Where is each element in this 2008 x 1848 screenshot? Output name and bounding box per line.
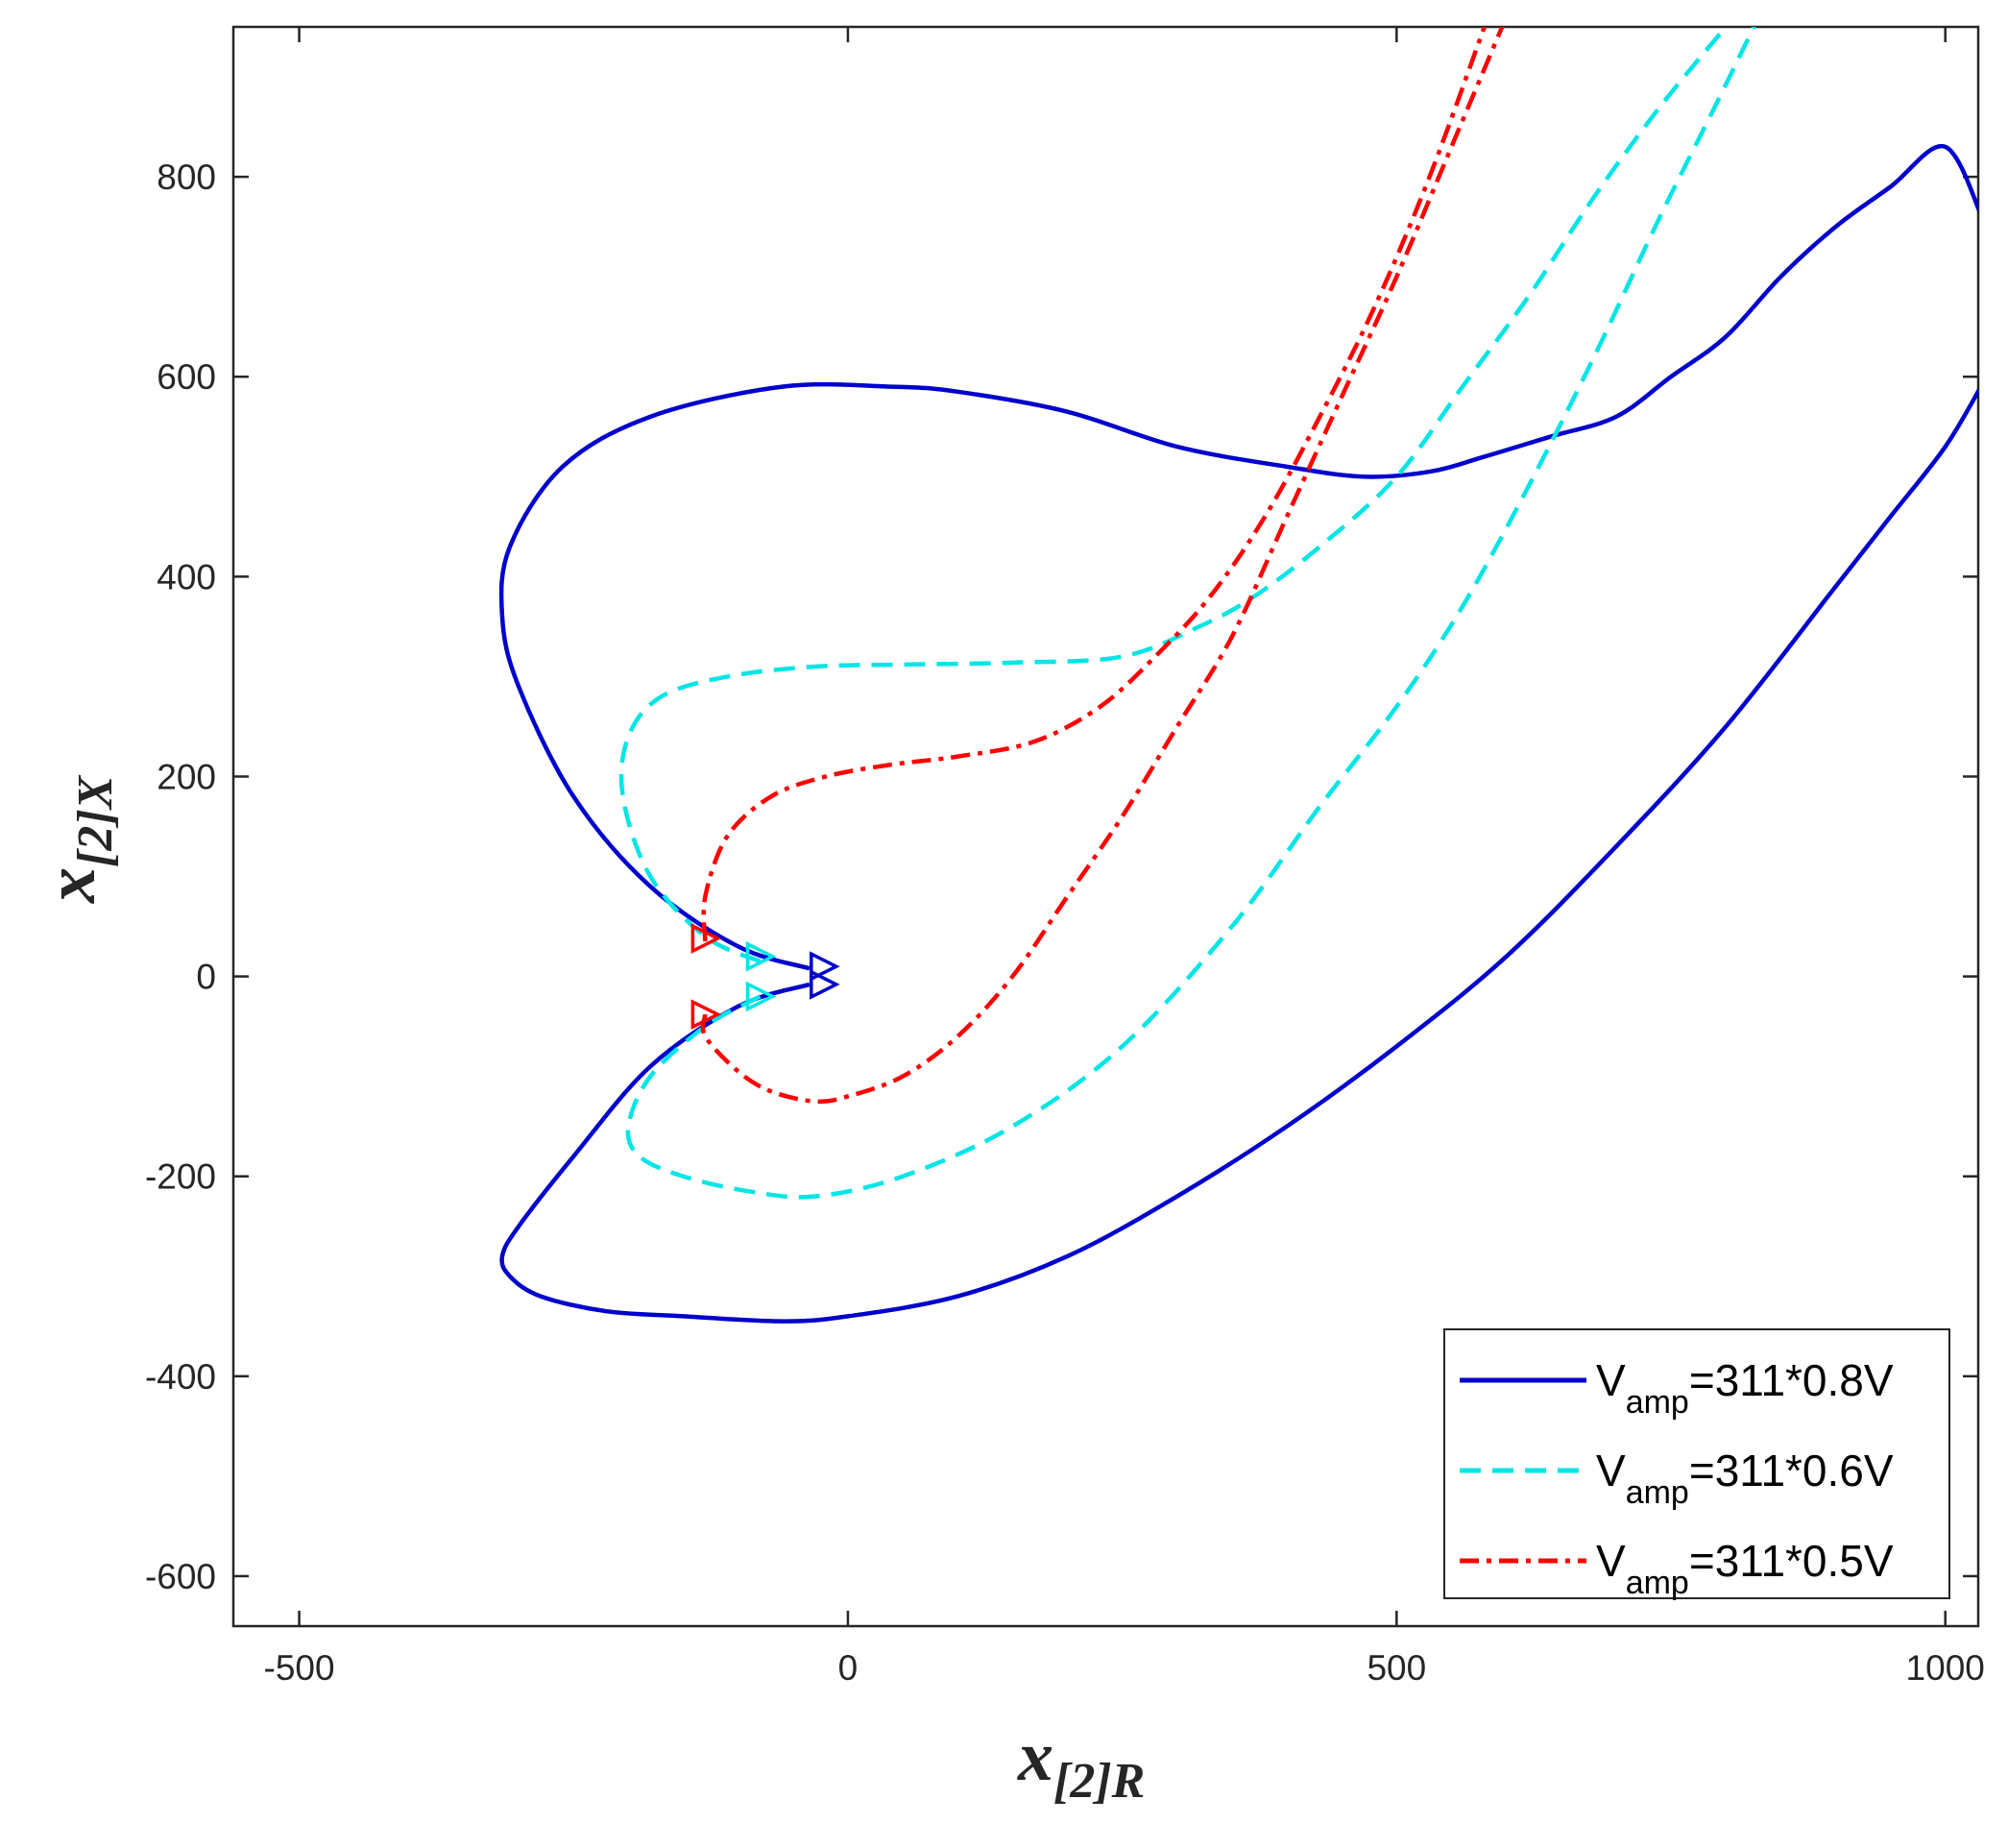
x-tick-label: 0 <box>838 1648 859 1688</box>
x-axis-label-sub: [2]R <box>1053 1754 1145 1809</box>
y-axis-label: x[2]X <box>32 774 123 904</box>
legend-label-suffix: =311*0.5V <box>1689 1536 1894 1586</box>
series-2-marker-1 <box>745 981 777 1012</box>
legend-label-4: Vamp=311*0.5V <box>1596 1536 1894 1601</box>
y-tick-label: -400 <box>145 1357 216 1397</box>
legend-label-0: Vamp=311*0.8V <box>1596 1355 1894 1421</box>
series-line-5 <box>700 27 1505 1105</box>
legend-label-sub: amp <box>1626 1474 1689 1511</box>
tick-labels: -500 0 500 1000 -600 -400 -200 0 200 400 600 800 <box>145 158 1985 1688</box>
x-axis-label-main: x <box>1017 1717 1053 1796</box>
series-2-marker-0 <box>745 940 777 972</box>
series-4-marker-0 <box>690 923 722 954</box>
legend-label-sub: amp <box>1626 1565 1689 1601</box>
series-line-0 <box>498 143 1978 971</box>
series-4-marker-1 <box>690 999 722 1030</box>
legend-label-suffix: =311*0.6V <box>1689 1446 1894 1495</box>
x-tick-label: -500 <box>264 1648 335 1688</box>
series-0-marker-1 <box>810 969 840 1000</box>
legend-label-prefix: V <box>1596 1536 1626 1586</box>
y-tick-label: -600 <box>145 1557 216 1596</box>
plot-frame <box>231 25 1980 1628</box>
legend-label-prefix: V <box>1596 1355 1626 1405</box>
y-axis-label-main: x <box>32 867 110 904</box>
legend-label-2: Vamp=311*0.6V <box>1596 1446 1894 1511</box>
legend-label-sub: amp <box>1626 1384 1689 1421</box>
x-tick-label: 500 <box>1367 1648 1426 1688</box>
series-0-marker-0 <box>810 951 840 983</box>
legend-label-suffix: =311*0.8V <box>1689 1355 1894 1405</box>
y-tick-label: 200 <box>157 757 216 796</box>
y-tick-label: 400 <box>157 557 216 596</box>
y-axis-label-sub: [2]X <box>68 774 123 867</box>
y-tick-label: -200 <box>145 1157 216 1197</box>
legend-box <box>1443 1328 1950 1599</box>
marker-layer <box>690 923 840 1030</box>
series-line-1 <box>499 386 1978 1324</box>
series-layer <box>498 27 1978 1324</box>
series-line-3 <box>625 27 1756 1200</box>
series-line-2 <box>618 27 1728 964</box>
y-tick-label: 800 <box>157 158 216 197</box>
ticks <box>233 27 1978 1626</box>
series-line-4 <box>701 27 1487 942</box>
x-tick-label: 1000 <box>1906 1648 1985 1688</box>
legend-label-prefix: V <box>1596 1446 1626 1495</box>
y-tick-label: 600 <box>157 357 216 397</box>
x-axis-label: x[2]R <box>1017 1717 1145 1809</box>
y-tick-label: 0 <box>196 958 216 997</box>
